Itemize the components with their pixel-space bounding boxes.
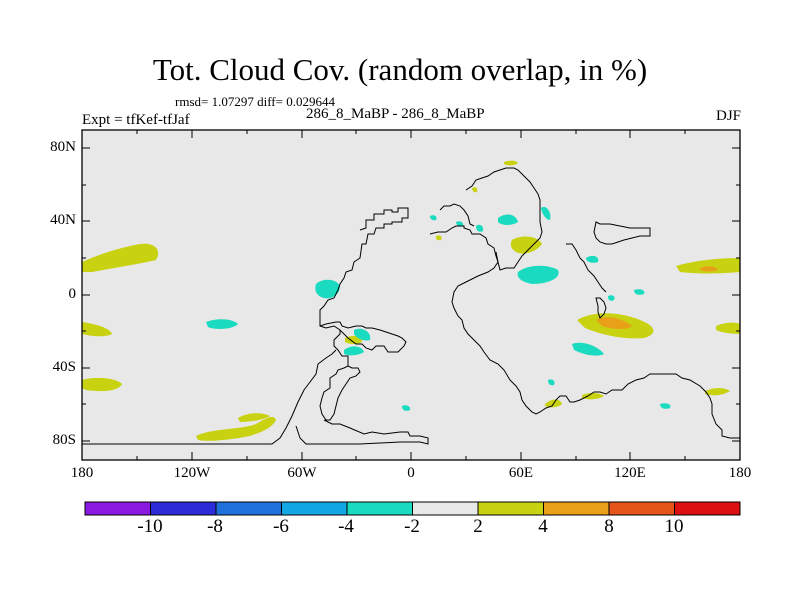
patch-neg bbox=[541, 206, 551, 220]
lat-label: 40N bbox=[50, 212, 76, 228]
patch-pos bbox=[582, 392, 604, 400]
patch-neg bbox=[456, 221, 464, 227]
coastline-antarctic-peninsula bbox=[295, 419, 429, 445]
coastlines bbox=[82, 167, 740, 445]
patch-pos bbox=[504, 160, 518, 166]
colorbar-label: -4 bbox=[338, 516, 354, 537]
patch-pos bbox=[472, 187, 478, 193]
colorbar-label: -2 bbox=[404, 516, 420, 537]
plot-title: Tot. Cloud Cov. (random overlap, in %) bbox=[152, 52, 648, 87]
colorbar-box bbox=[84, 501, 151, 516]
strong-positive-patches bbox=[596, 266, 718, 329]
lon-label: 180 bbox=[728, 465, 752, 481]
lat-label: 40S bbox=[52, 359, 76, 375]
patch-neg bbox=[402, 405, 411, 411]
patch-neg bbox=[572, 342, 604, 356]
patch-neg bbox=[660, 403, 671, 409]
colorbar-box bbox=[150, 501, 217, 516]
colorbar-box bbox=[412, 501, 479, 516]
colorbar-box bbox=[346, 501, 413, 516]
patch-neg bbox=[344, 346, 364, 356]
colorbar-box bbox=[543, 501, 610, 516]
colorbar-label: 4 bbox=[538, 516, 548, 537]
lon-label: 60E bbox=[508, 465, 534, 481]
lon-label: 180 bbox=[70, 465, 94, 481]
patch-neg bbox=[476, 224, 484, 232]
patch-neg bbox=[430, 215, 437, 221]
patch-pos bbox=[705, 388, 730, 396]
positive-anomaly-patches bbox=[82, 160, 740, 441]
patch-pos bbox=[82, 243, 159, 272]
colorbar-box bbox=[608, 501, 675, 516]
patch-strong-pos bbox=[700, 266, 718, 272]
coastline-africa-eurasia bbox=[429, 225, 740, 439]
coastline-asia-north bbox=[465, 167, 543, 271]
patch-pos bbox=[435, 235, 442, 241]
axis-ticks bbox=[82, 130, 740, 460]
patch-pos bbox=[82, 377, 122, 392]
coastline-asia-east bbox=[566, 243, 607, 293]
negative-anomaly-patches bbox=[206, 206, 671, 411]
season-label: DJF bbox=[715, 108, 741, 124]
lon-label: 120E bbox=[614, 465, 646, 481]
lon-label: 120W bbox=[173, 465, 211, 481]
colorbar-box bbox=[674, 501, 741, 516]
colorbar-box bbox=[281, 501, 348, 516]
colorbar bbox=[84, 501, 741, 516]
patch-neg bbox=[498, 214, 518, 225]
colorbar-box bbox=[477, 501, 544, 516]
coastline-antarctica bbox=[82, 349, 337, 445]
patch-neg bbox=[354, 328, 371, 341]
coastline-europe bbox=[439, 203, 475, 227]
plot-subtitle: 286_8_MaBP - 286_8_MaBP bbox=[306, 106, 485, 122]
patch-strong-pos bbox=[596, 317, 632, 329]
patch-neg bbox=[608, 295, 615, 301]
lon-label: 0 bbox=[407, 465, 415, 481]
lon-label: 60W bbox=[287, 465, 317, 481]
lat-label: 80N bbox=[50, 139, 76, 155]
patch-pos bbox=[238, 413, 270, 422]
patch-neg bbox=[517, 265, 559, 284]
patch-neg bbox=[548, 379, 555, 386]
stats-text: rmsd= 1.07297 diff= 0.029644 bbox=[175, 94, 335, 109]
patch-neg bbox=[634, 289, 645, 295]
patch-pos bbox=[510, 236, 542, 254]
patch-pos bbox=[345, 335, 362, 344]
colorbar-label: 2 bbox=[473, 516, 483, 537]
experiment-label: Expt = tfKef-tfJaf bbox=[82, 112, 190, 128]
patch-pos bbox=[676, 258, 740, 274]
patch-pos bbox=[82, 322, 112, 337]
colorbar-label: 10 bbox=[664, 516, 684, 537]
colorbar-label: 8 bbox=[604, 516, 614, 537]
colorbar-label: -6 bbox=[273, 516, 289, 537]
coastline-indochina bbox=[595, 297, 607, 319]
patch-neg bbox=[586, 255, 599, 263]
map-background bbox=[82, 130, 740, 460]
coastline-south-america bbox=[319, 330, 361, 421]
lat-label: 0 bbox=[68, 286, 77, 302]
colorbar-label: -10 bbox=[137, 516, 163, 537]
patch-pos bbox=[716, 322, 740, 334]
colorbar-label: -8 bbox=[207, 516, 223, 537]
patch-pos bbox=[196, 417, 276, 441]
coastline-japan bbox=[593, 221, 651, 245]
patch-neg bbox=[206, 319, 238, 329]
coastline-americas bbox=[319, 207, 409, 353]
patch-neg bbox=[315, 279, 340, 299]
lat-label: 80S bbox=[52, 432, 76, 448]
colorbar-box bbox=[215, 501, 282, 516]
